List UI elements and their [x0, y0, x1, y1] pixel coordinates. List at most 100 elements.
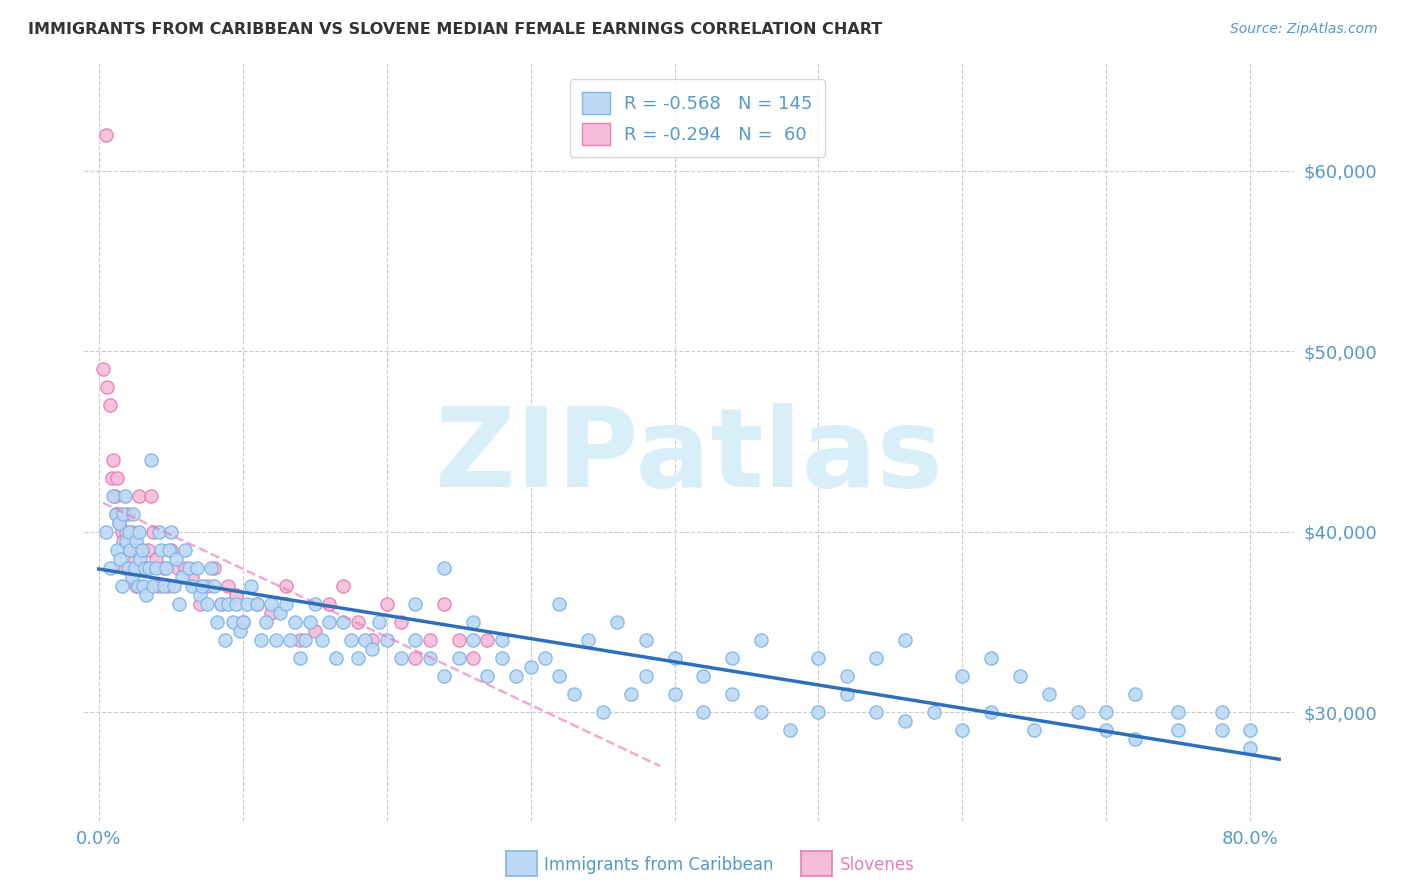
Point [214, 633, 236, 648]
Point [807, 651, 830, 665]
Point [110, 552, 132, 566]
Point [721, 651, 744, 665]
Point [121, 524, 143, 539]
Point [461, 651, 484, 665]
Point [1123, 732, 1146, 747]
Point [114, 561, 136, 575]
Point [1008, 669, 1031, 683]
Point [107, 542, 129, 557]
Point [138, 561, 160, 575]
Point [129, 552, 152, 566]
Point [104, 489, 127, 503]
Point [404, 597, 426, 611]
Point [318, 615, 340, 629]
Point [195, 579, 218, 593]
Point [721, 687, 744, 701]
Point [108, 516, 131, 530]
Point [122, 542, 145, 557]
Point [1024, 723, 1046, 738]
Point [174, 542, 197, 557]
Point [145, 552, 167, 566]
Point [118, 533, 141, 548]
Point [894, 633, 917, 648]
Point [136, 542, 159, 557]
Point [865, 651, 887, 665]
Point [132, 579, 155, 593]
Point [181, 570, 204, 584]
Point [174, 561, 197, 575]
Point [98, 561, 121, 575]
Point [229, 624, 252, 639]
Point [159, 524, 181, 539]
Point [260, 597, 283, 611]
Point [980, 706, 1002, 720]
Point [1167, 706, 1189, 720]
Point [181, 579, 204, 593]
Point [952, 669, 974, 683]
Point [491, 633, 513, 648]
Point [634, 669, 657, 683]
Point [142, 579, 165, 593]
Point [172, 570, 194, 584]
Point [225, 597, 247, 611]
Text: Immigrants from Caribbean: Immigrants from Caribbean [544, 856, 773, 874]
Point [134, 561, 156, 575]
Point [120, 561, 142, 575]
Point [114, 489, 136, 503]
Point [361, 633, 384, 648]
Point [98, 399, 121, 413]
Point [304, 624, 326, 639]
Point [139, 489, 162, 503]
Point [419, 651, 441, 665]
Point [318, 597, 340, 611]
Point [294, 633, 316, 648]
Point [264, 633, 287, 648]
Point [952, 723, 974, 738]
Point [167, 561, 190, 575]
Point [491, 651, 513, 665]
Point [101, 452, 124, 467]
Point [124, 552, 146, 566]
Point [209, 597, 232, 611]
Point [111, 524, 134, 539]
Point [274, 579, 297, 593]
Point [354, 633, 377, 648]
Point [433, 561, 456, 575]
Point [447, 633, 470, 648]
Point [122, 507, 145, 521]
Point [101, 489, 124, 503]
Point [124, 561, 146, 575]
Point [188, 597, 211, 611]
Point [121, 570, 143, 584]
Point [232, 615, 254, 629]
Point [311, 633, 333, 648]
Point [433, 597, 456, 611]
Point [135, 588, 157, 602]
Point [290, 651, 312, 665]
Point [127, 579, 149, 593]
Point [100, 470, 122, 484]
Point [620, 687, 643, 701]
Point [142, 524, 165, 539]
Point [117, 561, 139, 575]
Point [246, 597, 269, 611]
Point [128, 489, 150, 503]
Point [166, 552, 188, 566]
Point [94, 128, 117, 142]
Point [145, 561, 167, 575]
Point [606, 615, 628, 629]
Point [576, 633, 599, 648]
Point [111, 579, 134, 593]
Point [837, 687, 859, 701]
Point [120, 542, 142, 557]
Point [1239, 723, 1261, 738]
Point [188, 588, 211, 602]
Point [980, 651, 1002, 665]
Point [191, 579, 214, 593]
Point [232, 615, 254, 629]
Point [1211, 723, 1233, 738]
Point [664, 687, 686, 701]
Point [404, 633, 426, 648]
Point [157, 542, 180, 557]
Point [477, 669, 499, 683]
